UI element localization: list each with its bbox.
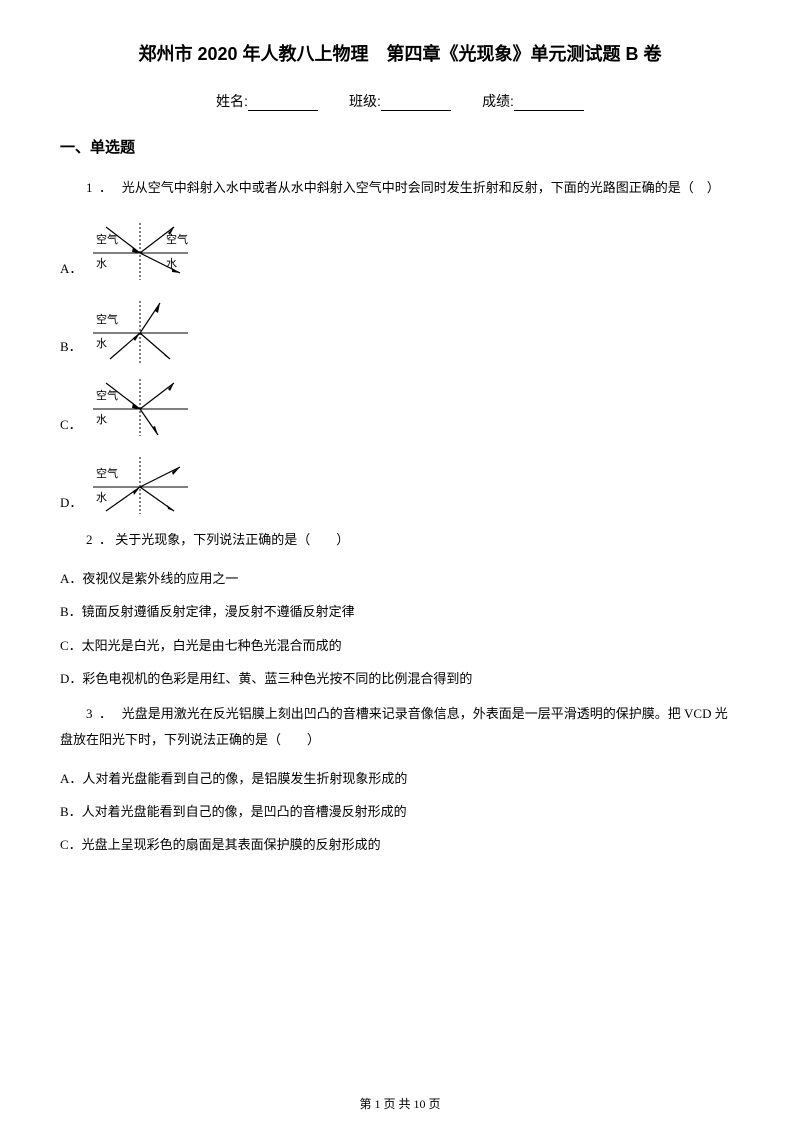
score-label: 成绩: (482, 93, 514, 109)
water-label: 水 (96, 257, 107, 270)
q3-option-a: A．人对着光盘能看到自己的像，是铝膜发生折射现象形成的 (60, 767, 740, 790)
student-info-line: 姓名: 班级: 成绩: (60, 91, 740, 111)
name-blank[interactable] (248, 95, 318, 111)
class-blank[interactable] (381, 95, 451, 111)
question-3: 3 ． 光盘是用激光在反光铝膜上刻出凹凸的音槽来记录音像信息，外表面是一层平滑透… (60, 701, 740, 753)
section-1-header: 一、单选题 (60, 136, 740, 157)
svg-text:空气: 空气 (96, 466, 118, 480)
svg-text:水: 水 (166, 257, 177, 270)
score-blank[interactable] (514, 95, 584, 111)
q2-option-a: A．夜视仪是紫外线的应用之一 (60, 567, 740, 590)
q1-option-b: B． 空气 水 (60, 293, 740, 363)
question-2: 2 ． 关于光现象，下列说法正确的是（ ） (60, 527, 740, 553)
class-label: 班级: (349, 93, 381, 109)
q2-option-c: C．太阳光是白光，白光是由七种色光混合而成的 (60, 634, 740, 657)
q1-b-label: B． (60, 336, 82, 363)
q2-option-d: D．彩色电视机的色彩是用红、黄、蓝三种色光按不同的比例混合得到的 (60, 667, 740, 690)
q3-option-c: C．光盘上呈现彩色的扇面是其表面保护膜的反射形成的 (60, 833, 740, 856)
question-1: 1 ． 光从空气中斜射入水中或者从水中斜射入空气中时会同时发生折射和反射，下面的… (60, 175, 740, 201)
svg-text:水: 水 (96, 337, 107, 350)
q1-diagram-d: 空气 水 (88, 449, 188, 519)
q3-text: 光盘是用激光在反光铝膜上刻出凹凸的音槽来记录音像信息，外表面是一层平滑透明的保护… (60, 706, 728, 747)
q1-c-label: C． (60, 414, 82, 441)
page-title: 郑州市 2020 年人教八上物理 第四章《光现象》单元测试题 B 卷 (60, 40, 740, 66)
svg-text:水: 水 (96, 413, 107, 426)
q1-diagram-b: 空气 水 (88, 293, 188, 363)
q1-option-a: A． 空气 水 空气 水 (60, 215, 740, 285)
svg-text:空气: 空气 (166, 232, 188, 246)
svg-text:空气: 空气 (96, 388, 118, 402)
q1-num: 1 (86, 180, 93, 195)
q1-d-label: D． (60, 492, 82, 519)
q1-diagram-c: 空气 水 (88, 371, 188, 441)
q2-num: 2 (86, 532, 93, 547)
svg-text:空气: 空气 (96, 312, 118, 326)
page-footer: 第 1 页 共 10 页 (0, 1095, 800, 1112)
svg-text:水: 水 (96, 491, 107, 504)
q2-option-b: B．镜面反射遵循反射定律，漫反射不遵循反射定律 (60, 600, 740, 623)
q3-option-b: B．人对着光盘能看到自己的像，是凹凸的音槽漫反射形成的 (60, 800, 740, 823)
name-label: 姓名: (216, 93, 248, 109)
q1-option-d: D． 空气 水 (60, 449, 740, 519)
q3-num: 3 (86, 706, 93, 721)
q1-option-c: C． 空气 水 (60, 371, 740, 441)
q2-text: 关于光现象，下列说法正确的是（ ） (115, 532, 349, 547)
q1-text: 光从空气中斜射入水中或者从水中斜射入空气中时会同时发生折射和反射，下面的光路图正… (122, 180, 720, 195)
q1-a-label: A． (60, 258, 82, 285)
q1-diagram-a: 空气 水 空气 水 (88, 215, 188, 285)
q1-sep: ． (96, 180, 119, 195)
air-label: 空气 (96, 232, 118, 246)
